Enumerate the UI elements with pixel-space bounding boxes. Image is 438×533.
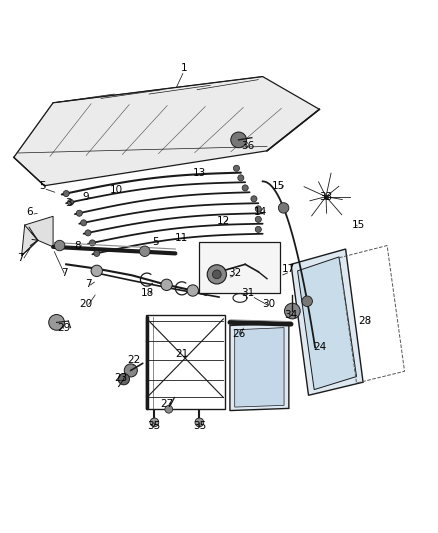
Text: 35: 35 bbox=[193, 421, 206, 431]
Text: 5: 5 bbox=[152, 238, 159, 247]
Text: 11: 11 bbox=[175, 233, 188, 243]
Text: 6: 6 bbox=[26, 207, 32, 217]
Circle shape bbox=[81, 220, 87, 226]
Circle shape bbox=[91, 265, 102, 277]
Text: 7: 7 bbox=[17, 253, 24, 263]
Polygon shape bbox=[14, 77, 319, 185]
Circle shape bbox=[67, 199, 74, 205]
Text: 27: 27 bbox=[160, 399, 173, 409]
Circle shape bbox=[140, 246, 150, 256]
Text: 31: 31 bbox=[241, 288, 254, 298]
Circle shape bbox=[231, 132, 247, 148]
Circle shape bbox=[255, 227, 261, 232]
Text: 13: 13 bbox=[193, 168, 206, 177]
Text: 15: 15 bbox=[352, 220, 365, 230]
Text: 14: 14 bbox=[254, 207, 267, 217]
Polygon shape bbox=[21, 216, 53, 256]
Circle shape bbox=[212, 270, 221, 279]
Text: 7: 7 bbox=[85, 279, 92, 289]
Circle shape bbox=[89, 240, 95, 246]
Text: 12: 12 bbox=[217, 216, 230, 225]
Circle shape bbox=[54, 240, 65, 251]
Text: 3: 3 bbox=[65, 198, 72, 208]
Circle shape bbox=[161, 279, 172, 290]
Text: 8: 8 bbox=[74, 240, 81, 251]
Text: 15: 15 bbox=[271, 181, 285, 191]
Circle shape bbox=[255, 206, 261, 212]
Circle shape bbox=[76, 210, 82, 216]
Circle shape bbox=[242, 185, 248, 191]
Text: 17: 17 bbox=[282, 264, 296, 273]
Circle shape bbox=[187, 285, 198, 296]
Circle shape bbox=[251, 196, 257, 202]
Circle shape bbox=[302, 296, 312, 306]
Text: 30: 30 bbox=[263, 298, 276, 309]
Circle shape bbox=[255, 216, 261, 222]
Text: 28: 28 bbox=[359, 316, 372, 326]
Bar bbox=[146, 316, 225, 409]
Polygon shape bbox=[235, 328, 284, 407]
Text: 1: 1 bbox=[181, 63, 187, 73]
Circle shape bbox=[124, 364, 138, 377]
Text: 20: 20 bbox=[79, 298, 92, 309]
Text: 10: 10 bbox=[110, 185, 123, 195]
Circle shape bbox=[233, 165, 240, 171]
Text: 7: 7 bbox=[61, 268, 67, 278]
Circle shape bbox=[285, 303, 300, 319]
Circle shape bbox=[238, 175, 244, 181]
Text: 35: 35 bbox=[147, 421, 160, 431]
Bar bbox=[199, 243, 280, 293]
Circle shape bbox=[207, 265, 226, 284]
Circle shape bbox=[49, 314, 64, 330]
Text: 9: 9 bbox=[82, 192, 89, 201]
Polygon shape bbox=[230, 323, 289, 410]
Circle shape bbox=[165, 405, 173, 413]
Text: 36: 36 bbox=[241, 141, 254, 151]
Text: 24: 24 bbox=[313, 342, 326, 352]
Polygon shape bbox=[297, 257, 357, 390]
Text: 18: 18 bbox=[140, 288, 154, 298]
Text: 5: 5 bbox=[39, 181, 46, 191]
Text: 32: 32 bbox=[228, 268, 241, 278]
Circle shape bbox=[94, 251, 100, 256]
Text: 33: 33 bbox=[319, 192, 332, 201]
Text: 29: 29 bbox=[57, 322, 71, 333]
Circle shape bbox=[195, 418, 204, 427]
Circle shape bbox=[150, 418, 159, 427]
Text: 21: 21 bbox=[175, 349, 188, 359]
Circle shape bbox=[63, 190, 69, 197]
Text: 26: 26 bbox=[232, 329, 245, 339]
Circle shape bbox=[118, 374, 130, 385]
Circle shape bbox=[85, 230, 91, 236]
Text: 23: 23 bbox=[114, 373, 127, 383]
Text: 34: 34 bbox=[284, 310, 298, 319]
Polygon shape bbox=[291, 249, 363, 395]
Text: 22: 22 bbox=[127, 356, 141, 365]
Circle shape bbox=[279, 203, 289, 213]
